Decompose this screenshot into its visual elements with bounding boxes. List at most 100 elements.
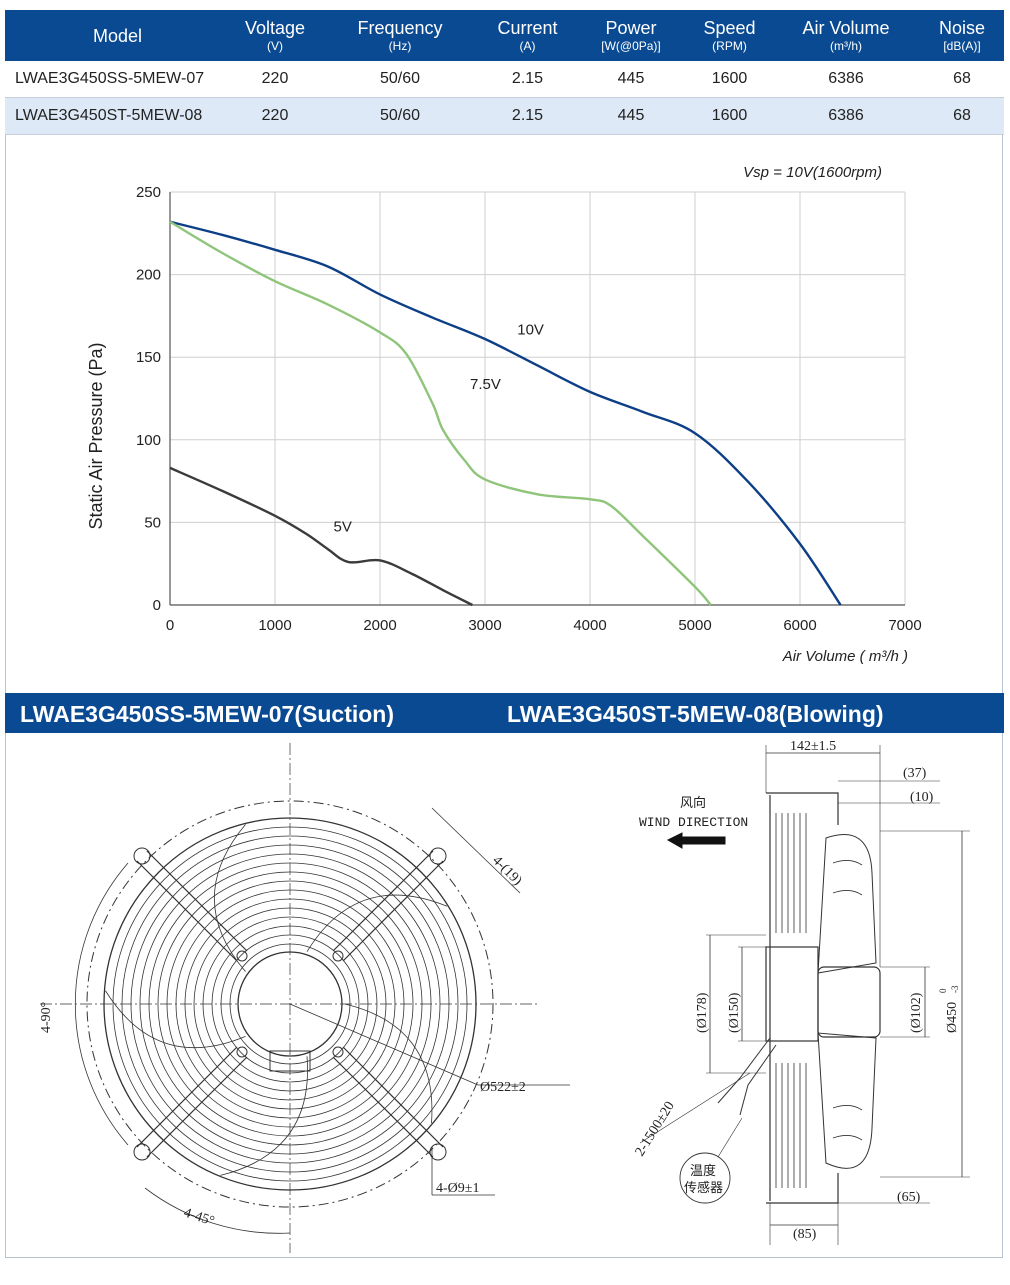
series-line-5v [169, 466, 473, 607]
dim-178: (Ø178) [695, 992, 710, 1033]
strut-bolt [236, 950, 248, 962]
y-tick-label: 0 [153, 597, 161, 614]
cell-air-volume: 6386 [772, 97, 920, 135]
dim-450-tol-bot: -3 [950, 985, 960, 993]
strut-bolt [332, 1046, 344, 1058]
mounting-hole [429, 847, 447, 865]
angle-45-arc [144, 1187, 291, 1234]
cable [717, 1037, 777, 1116]
header-power: Power [W(@0Pa)] [575, 10, 687, 61]
dim-angle-90: 4-90° [39, 1002, 54, 1033]
x-axis-label: Air Volume ( m³/h ) [782, 648, 908, 665]
y-tick-label: 100 [136, 432, 161, 449]
x-tick-label: 1000 [258, 617, 291, 634]
y-tick-label: 250 [136, 184, 161, 201]
x-tick-label: 3000 [468, 617, 501, 634]
cell-model: LWAE3G450SS-5MEW-07 [5, 61, 230, 98]
dim-cable: 2-1500±20 [633, 1099, 678, 1159]
chart-annotation: Vsp = 10V(1600rpm) [743, 164, 882, 181]
cell-frequency: 50/60 [320, 61, 480, 98]
side-view [639, 745, 970, 1245]
strut-arm [136, 850, 248, 962]
strut-arm [332, 1046, 444, 1158]
series-label: 5V [334, 518, 352, 535]
blade-detail [832, 860, 863, 1141]
cell-voltage: 220 [230, 61, 320, 98]
diameter-leader [289, 1003, 479, 1086]
cell-power: 445 [575, 61, 687, 98]
spec-header-row: Model Voltage (V) Frequency (Hz) Current (A… [5, 10, 1004, 61]
dim-150: (Ø150) [727, 992, 742, 1033]
performance-chart: 0 1000 2000 3000 4000 5000 6000 7000 0 50 100 150 20… [86, 164, 922, 665]
dim-102: (Ø102) [909, 992, 924, 1033]
blade-upper [817, 834, 877, 974]
cell-frequency: 50/60 [320, 97, 480, 135]
dim-holes: 4-Ø9±1 [436, 1181, 479, 1196]
cell-air-volume: 6386 [772, 61, 920, 98]
dimension-drawing: 4-(19) 4-90° 4-45° Ø522±2 4-Ø9±1 [39, 739, 970, 1253]
fan-blade-edge [220, 1056, 308, 1176]
dim-37: (37) [903, 766, 927, 781]
y-axis-label: Static Air Pressure (Pa) [86, 342, 106, 529]
chart-grid [169, 191, 906, 606]
dim-depth: 142±1.5 [790, 739, 836, 754]
header-voltage: Voltage (V) [230, 10, 320, 61]
header-air-volume: Air Volume (m³/h) [772, 10, 920, 61]
header-frequency: Frequency (Hz) [320, 10, 480, 61]
strut-bolt [236, 1046, 248, 1058]
motor-body [765, 946, 819, 1042]
outer-flange-circle [86, 800, 494, 1208]
x-tick-label: 4000 [573, 617, 606, 634]
fan-blade-edge [105, 990, 246, 1048]
strut-bolt [332, 950, 344, 962]
title-suction: LWAE3G450SS-5MEW-07(Suction) [20, 701, 394, 727]
x-tick-label: 5000 [678, 617, 711, 634]
guard-ribs [775, 813, 807, 1188]
x-tick-label: 6000 [783, 617, 816, 634]
dim-450-tol-top: 0 [938, 988, 948, 993]
header-noise: Noise [dB(A)] [920, 10, 1004, 61]
dim-angle-45: 4-45° [182, 1206, 216, 1230]
chart-series: 10V 7.5V 5V [169, 220, 842, 607]
title-blowing: LWAE3G450ST-5MEW-08(Blowing) [507, 701, 884, 727]
series-label: 10V [517, 322, 544, 339]
sensor-leader [717, 1117, 743, 1158]
dim-10: (10) [910, 790, 934, 805]
chart-ticks: 0 1000 2000 3000 4000 5000 6000 7000 0 50 100 150 20… [136, 184, 922, 634]
motor-rotor [817, 966, 881, 1038]
sensor-label-1: 温度 [690, 1163, 716, 1179]
cell-current: 2.15 [480, 61, 575, 98]
cable-leader [639, 1072, 751, 1144]
y-tick-label: 200 [136, 267, 161, 284]
dim-65: (65) [897, 1190, 921, 1205]
table-row: LWAE3G450SS-5MEW-07 220 50/60 2.15 445 1… [5, 61, 1004, 98]
y-tick-label: 50 [144, 514, 161, 531]
dim-diameter: Ø522±2 [480, 1080, 526, 1095]
strut-arm [332, 850, 444, 962]
spec-table: Model Voltage (V) Frequency (Hz) Current (A… [5, 10, 1004, 135]
fan-blade-edge [306, 894, 448, 952]
mounting-hole [429, 1143, 447, 1161]
wind-direction-en: WIND DIRECTION [639, 815, 748, 830]
angle-90-arc [74, 862, 129, 1146]
cell-speed: 1600 [687, 61, 772, 98]
sensor-label-2: 传感器 [684, 1180, 723, 1196]
cell-current: 2.15 [480, 97, 575, 135]
cell-speed: 1600 [687, 97, 772, 135]
series-line-10v [169, 220, 842, 606]
cell-noise: 68 [920, 97, 1004, 135]
dim-450: Ø450 [945, 1002, 960, 1033]
header-speed: Speed (RPM) [687, 10, 772, 61]
slot-leader [431, 807, 521, 894]
frame-bracket [766, 792, 839, 1204]
fan-blade-edge [344, 1003, 433, 1124]
mounting-hole [133, 847, 151, 865]
wind-direction-icon [666, 832, 726, 849]
connector-box [269, 1050, 311, 1072]
x-tick-label: 0 [166, 617, 174, 634]
series-line-7-5v [169, 220, 712, 606]
fan-blade-edge [213, 824, 246, 972]
cell-voltage: 220 [230, 97, 320, 135]
cell-power: 445 [575, 97, 687, 135]
mounting-struts [133, 847, 447, 1161]
